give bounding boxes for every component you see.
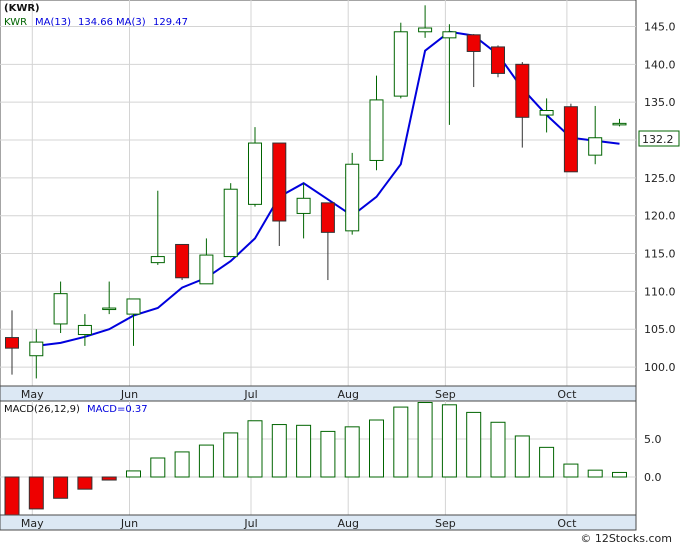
price-tick-label: 135.0: [644, 96, 676, 109]
candle-body: [102, 307, 117, 311]
macd-bar: [490, 421, 506, 478]
candle-body: [5, 337, 19, 349]
macd-bar: [223, 432, 239, 478]
chart-title: (KWR): [4, 3, 40, 14]
candle-body: [77, 324, 92, 336]
macd-value: MACD=0.37: [87, 404, 148, 415]
candle-body: [320, 202, 335, 233]
price-tick-label: 100.0: [644, 361, 676, 374]
macd-x-axis-label: Jun: [120, 517, 138, 530]
candle-body: [248, 142, 262, 205]
macd-bar: [563, 463, 579, 478]
macd-bar: [514, 435, 530, 478]
macd-panel-frame: [0, 400, 637, 516]
macd-bar: [393, 406, 409, 478]
macd-x-axis-label: Jul: [243, 517, 257, 530]
candle-body: [175, 243, 190, 279]
macd-bar: [198, 444, 214, 478]
macd-bar: [4, 476, 20, 519]
candle-body: [272, 142, 287, 222]
legend-ma13: MA(13): [35, 17, 71, 28]
candle-body: [466, 34, 481, 52]
candle-body: [539, 110, 554, 116]
macd-bar: [101, 476, 117, 481]
price-tick-label: 115.0: [644, 248, 676, 261]
price-tick-label: 120.0: [644, 210, 676, 223]
macd-bar: [247, 420, 263, 478]
price-tick-label: 125.0: [644, 172, 676, 185]
last-price-tag: 132.2: [638, 130, 680, 147]
legend-ma13-value: 134.66: [78, 17, 113, 28]
macd-bar: [466, 411, 482, 478]
macd-bar: [53, 476, 69, 499]
macd-bar: [320, 430, 336, 478]
legend-kwr: KWR: [4, 17, 27, 28]
candle-body: [223, 188, 238, 258]
macd-bar: [539, 446, 555, 478]
macd-x-axis-label: Oct: [557, 517, 577, 530]
candle-body: [442, 31, 457, 39]
candle-body: [126, 298, 141, 315]
x-axis-band: [0, 385, 637, 402]
legend-ma3: MA(3): [116, 17, 146, 28]
x-axis-label: May: [21, 388, 44, 401]
macd-x-axis-label: May: [21, 517, 44, 530]
macd-bar: [150, 457, 166, 478]
macd-bar: [77, 476, 93, 490]
macd-bar: [28, 476, 44, 510]
macd-bar: [417, 402, 433, 478]
candle-body: [345, 163, 360, 232]
macd-tick-label: 0.0: [644, 471, 662, 484]
macd-bar: [441, 404, 457, 478]
price-tick-label: 140.0: [644, 58, 676, 71]
legend-ma3-value: 129.47: [153, 17, 188, 28]
candle-body: [418, 27, 433, 33]
macd-bar: [296, 424, 312, 478]
price-tick-label: 110.0: [644, 285, 676, 298]
macd-bar: [271, 424, 287, 478]
macd-tick-label: 5.0: [644, 433, 662, 446]
candle-body: [296, 197, 311, 214]
candle-body: [29, 341, 44, 357]
candle-body: [393, 31, 408, 97]
candle-body: [150, 256, 165, 264]
macd-bar: [369, 419, 384, 478]
last-price-label: 132.2: [642, 133, 674, 146]
x-axis-label: Aug: [337, 388, 358, 401]
x-axis-label: Sep: [435, 388, 456, 401]
candle-body: [491, 46, 505, 74]
candle-body: [199, 254, 214, 285]
macd-title: MACD(26,12,9): [4, 404, 80, 415]
macd-bar: [344, 426, 360, 478]
macd-x-axis-band: [0, 514, 637, 531]
x-axis-label: Oct: [557, 388, 577, 401]
candle-body: [53, 293, 68, 325]
macd-bar: [587, 469, 603, 478]
candle-body: [563, 106, 578, 173]
watermark: © 12Stocks.com: [580, 532, 672, 545]
macd-x-axis-label: Sep: [435, 517, 456, 530]
candle-body: [369, 99, 384, 161]
macd-bar: [612, 471, 627, 478]
x-axis-label: Jun: [120, 388, 138, 401]
macd-bar: [174, 451, 190, 478]
macd-bar: [126, 470, 141, 478]
price-tick-label: 105.0: [644, 323, 676, 336]
candle-body: [515, 63, 530, 118]
macd-x-axis-label: Aug: [337, 517, 358, 530]
candle-body: [588, 137, 603, 156]
price-tick-label: 145.0: [644, 20, 676, 33]
x-axis-label: Jul: [243, 388, 257, 401]
candle-body: [612, 122, 627, 126]
